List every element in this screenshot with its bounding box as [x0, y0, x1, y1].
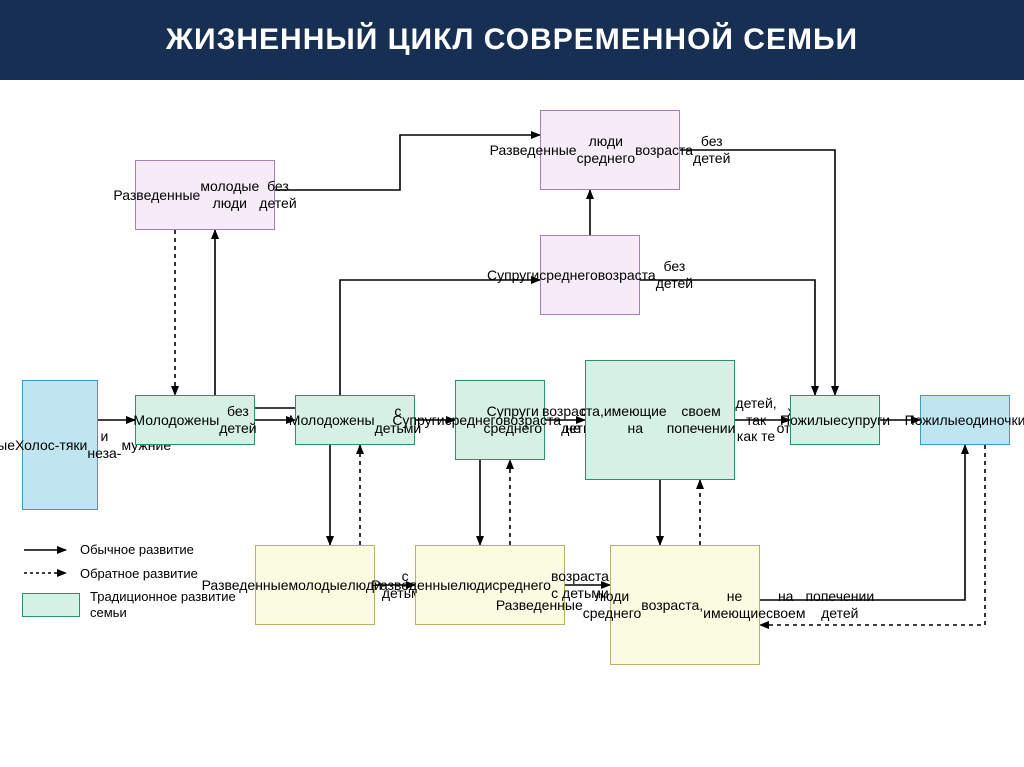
- node-n7: Пожилыеодиночки: [920, 395, 1010, 445]
- legend-box-label: Традиционное развитиесемьи: [90, 589, 236, 620]
- node-n6: Пожилыесупруги: [790, 395, 880, 445]
- edge-21: [760, 445, 965, 600]
- legend-dashed-arrow-icon: [22, 566, 70, 580]
- node-n9: Разведенныелюди среднеговозрастабез дете…: [540, 110, 680, 190]
- node-n1: Моло-дыеХолос-тякии неза-мужние: [22, 380, 98, 510]
- node-n10: Супругисреднеговозрастабез детей: [540, 235, 640, 315]
- legend-dashed-label: Обратное развитие: [80, 566, 198, 582]
- legend-solid-label: Обычное развитие: [80, 542, 194, 558]
- edge-9: [680, 150, 835, 395]
- diagram-canvas: ЖИЗНЕННЫЙ ЦИКЛ СОВРЕМЕННОЙ СЕМЬИ Обычное…: [0, 0, 1024, 767]
- legend-solid-row: Обычное развитие: [22, 542, 236, 558]
- node-n2: Молодоженыбез детей: [135, 395, 255, 445]
- node-n5: Супруги среднеговозраста, неимеющие насв…: [585, 360, 735, 480]
- node-n8: Разведенныемолодые людибез детей: [135, 160, 275, 230]
- legend-solid-arrow-icon: [22, 543, 70, 557]
- node-n13: Разведенныелюди среднеговозраста,не имею…: [610, 545, 760, 665]
- node-n11: Разведенныемолодыелюдис детьми: [255, 545, 375, 625]
- legend-box-row: Традиционное развитиесемьи: [22, 589, 236, 620]
- page-title: ЖИЗНЕННЫЙ ЦИКЛ СОВРЕМЕННОЙ СЕМЬИ: [0, 0, 1024, 80]
- legend-box-icon: [22, 593, 80, 617]
- page-title-text: ЖИЗНЕННЫЙ ЦИКЛ СОВРЕМЕННОЙ СЕМЬИ: [166, 23, 858, 57]
